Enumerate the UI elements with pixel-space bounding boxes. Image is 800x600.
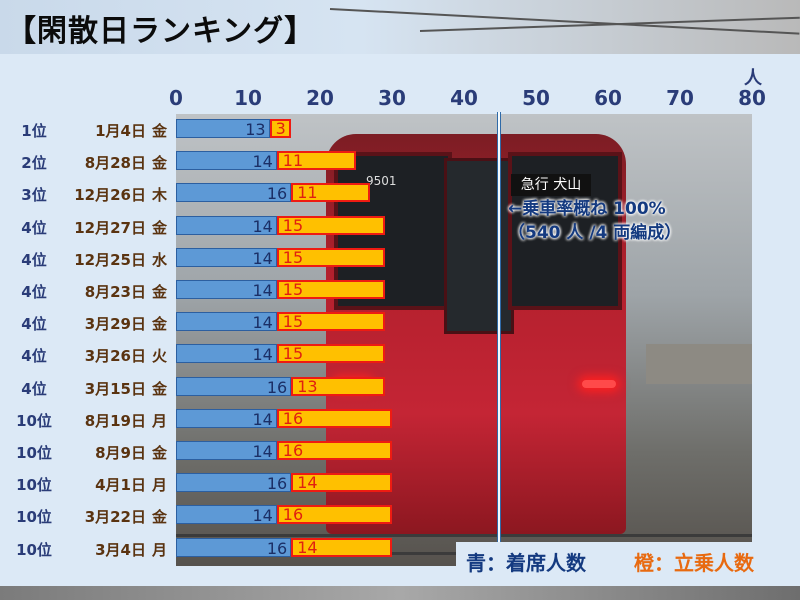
bar-seated: 14 xyxy=(176,408,277,429)
bar-seated: 14 xyxy=(176,441,277,461)
rank-label: 4位 xyxy=(21,347,47,366)
weekday-label: 水 xyxy=(152,250,168,269)
date-label: 12月25日 xyxy=(74,250,146,269)
x-tick-label: 60 xyxy=(594,86,622,110)
bar-seated: 16 xyxy=(176,537,292,558)
weekday-label: 月 xyxy=(152,540,168,559)
weekday-label: 金 xyxy=(152,122,168,140)
rank-label: 10位 xyxy=(16,444,52,462)
rank-label: 4位 xyxy=(21,379,47,398)
x-tick-label: 0 xyxy=(169,86,183,110)
bar-standing: 11 xyxy=(291,183,371,203)
weekday-label: 金 xyxy=(152,444,168,462)
bar-standing: 15 xyxy=(276,344,385,364)
platform xyxy=(646,344,752,384)
bar-seated: 14 xyxy=(176,280,277,300)
bar-standing: 16 xyxy=(276,408,392,428)
bar-seated: 14 xyxy=(176,247,277,268)
bar-standing: 16 xyxy=(276,441,392,460)
rank-label: 10位 xyxy=(16,540,52,559)
weekday-label: 金 xyxy=(152,218,168,237)
rank-label: 4位 xyxy=(21,250,47,269)
bar-standing: 15 xyxy=(276,215,385,235)
bar-seated: 14 xyxy=(176,312,277,332)
bottom-strip xyxy=(0,586,800,600)
x-tick-label: 70 xyxy=(666,86,694,110)
rank-label: 4位 xyxy=(21,283,47,301)
reference-annotation-line2: （540 人 /4 両編成） xyxy=(508,223,682,243)
reference-line-100pct xyxy=(497,112,501,566)
x-tick-label: 40 xyxy=(450,86,478,110)
bar-standing: 3 xyxy=(269,119,292,138)
rank-label: 10位 xyxy=(16,508,52,527)
bar-seated: 14 xyxy=(176,344,277,364)
rank-label: 10位 xyxy=(16,411,52,430)
weekday-label: 月 xyxy=(152,476,168,495)
bar-seated: 14 xyxy=(176,215,277,236)
date-label: 8月19日 xyxy=(84,411,146,430)
bar-seated: 13 xyxy=(176,119,270,139)
bar-standing: 15 xyxy=(276,280,385,299)
bar-seated: 14 xyxy=(176,151,277,171)
weekday-label: 金 xyxy=(152,154,168,173)
rail xyxy=(176,534,752,537)
weekday-label: 金 xyxy=(152,508,168,527)
date-label: 3月26日 xyxy=(84,347,146,366)
destination-sign: 急行 犬山 xyxy=(511,174,591,196)
x-tick-label: 20 xyxy=(306,86,334,110)
page-title: 【閑散日ランキング】 xyxy=(6,14,316,49)
weekday-label: 月 xyxy=(152,411,168,430)
x-tick-label: 30 xyxy=(378,86,406,110)
x-tick-label: 10 xyxy=(234,86,262,110)
date-label: 4月1日 xyxy=(95,476,146,495)
bar-standing: 16 xyxy=(276,505,392,525)
bar-standing: 14 xyxy=(291,473,392,493)
car-number: 9501 xyxy=(366,174,397,188)
weekday-label: 金 xyxy=(152,283,168,301)
bar-standing: 15 xyxy=(276,247,385,267)
train-front: 急行 犬山 9501 xyxy=(326,134,626,534)
date-label: 8月28日 xyxy=(84,154,146,173)
bar-seated: 16 xyxy=(176,183,292,203)
rank-label: 2位 xyxy=(21,154,47,173)
reference-annotation-line1: ←乗車率概ね 100% xyxy=(508,199,666,219)
date-label: 3月4日 xyxy=(95,540,146,559)
date-label: 8月9日 xyxy=(95,444,146,462)
tail-lamp xyxy=(582,380,616,388)
date-label: 1月4日 xyxy=(95,122,146,140)
rank-label: 10位 xyxy=(16,476,52,495)
bar-standing: 13 xyxy=(291,376,385,396)
train-photo: 急行 犬山 9501 xyxy=(176,114,752,566)
bar-standing: 14 xyxy=(291,537,392,557)
x-tick-label: 50 xyxy=(522,86,550,110)
train-door xyxy=(444,158,514,334)
date-label: 12月26日 xyxy=(74,186,146,205)
bar-standing: 11 xyxy=(276,151,356,171)
weekday-label: 金 xyxy=(152,379,168,398)
legend-seated: 青：着席人数 xyxy=(466,551,586,575)
date-label: 12月27日 xyxy=(74,218,146,237)
weekday-label: 金 xyxy=(152,315,168,334)
weekday-label: 木 xyxy=(152,186,168,205)
date-label: 3月15日 xyxy=(84,379,146,398)
rank-label: 3位 xyxy=(21,186,47,205)
rank-label: 4位 xyxy=(21,315,47,334)
date-label: 3月29日 xyxy=(84,315,146,334)
x-tick-label: 80 xyxy=(738,86,766,110)
legend-box xyxy=(456,542,790,578)
x-axis-unit: 人 xyxy=(744,68,762,89)
bar-seated: 16 xyxy=(176,376,292,397)
bar-seated: 16 xyxy=(176,473,292,493)
bar-standing: 15 xyxy=(276,312,385,332)
rank-label: 1位 xyxy=(21,122,47,140)
rank-label: 4位 xyxy=(21,218,47,237)
bar-seated: 14 xyxy=(176,505,277,525)
date-label: 3月22日 xyxy=(84,508,146,527)
weekday-label: 火 xyxy=(152,347,168,366)
date-label: 8月23日 xyxy=(84,283,146,301)
legend-standing: 橙：立乗人数 xyxy=(634,551,754,575)
